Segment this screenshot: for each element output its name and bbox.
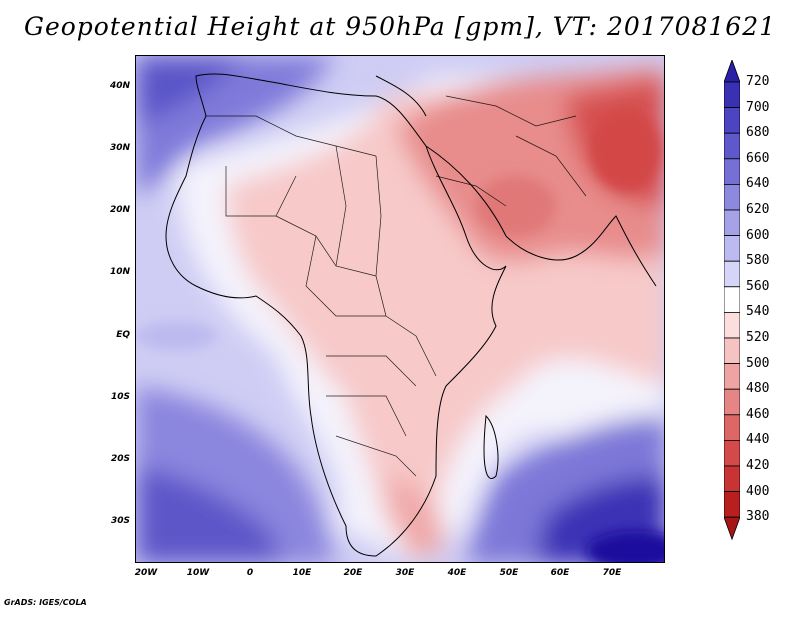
colorbar-tick-label: 620	[746, 202, 770, 217]
colorbar-swatch	[724, 260, 740, 288]
height-field	[136, 56, 664, 562]
lat-label: 40N	[109, 81, 130, 91]
colorbar-swatch	[724, 81, 740, 109]
colorbar-swatch	[724, 235, 740, 262]
lon-label: 20E	[343, 568, 363, 578]
coastlines	[165, 73, 657, 557]
colorbar-swatch	[724, 363, 740, 390]
lon-label: 40E	[447, 568, 467, 578]
colorbar-tick-label: 640	[746, 176, 770, 192]
colorbar-tick-label: 580	[746, 253, 770, 269]
credit-text: GrADS: IGES/COLA	[4, 598, 87, 607]
colorbar	[724, 60, 740, 541]
colorbar-tick-label: 600	[746, 227, 770, 243]
field-map	[136, 56, 664, 562]
lat-label: EQ	[116, 330, 130, 340]
colorbar-swatch	[724, 414, 740, 441]
colorbar-tick-label: 540	[746, 304, 770, 320]
colorbar-swatch	[724, 491, 740, 518]
colorbar-bottom-arrow	[724, 516, 740, 541]
lat-label: 20S	[110, 454, 130, 464]
map-panel	[135, 55, 665, 563]
colorbar-tick-label: 420	[746, 458, 770, 473]
colorbar-tick-label: 680	[746, 125, 770, 141]
lon-label: 10E	[292, 568, 312, 578]
colorbar-swatch	[724, 465, 740, 493]
colorbar-tick-label: 460	[746, 406, 770, 422]
lon-label: 20W	[134, 568, 158, 578]
lon-label: 0	[246, 568, 254, 578]
lon-label: 70E	[602, 568, 622, 578]
lon-label: 60E	[550, 568, 570, 578]
lat-label: 20N	[109, 205, 130, 215]
colorbar-swatch	[724, 158, 740, 185]
colorbar-swatch	[724, 311, 740, 339]
colorbar-tick-label: 400	[746, 483, 770, 499]
colorbar-tick-label: 660	[746, 150, 770, 166]
colorbar-tick-label: 480	[746, 381, 770, 397]
lat-label: 30S	[110, 516, 130, 526]
lat-label: 10S	[110, 392, 130, 402]
colorbar-swatch	[724, 209, 740, 237]
colorbar-tick-label: 560	[746, 278, 770, 294]
country-borders	[206, 95, 587, 477]
colorbar-swatch	[724, 107, 740, 134]
colorbar-tick-label: 700	[746, 99, 770, 115]
colorbar-tick-label: 380	[746, 509, 770, 525]
lat-label: 30N	[109, 143, 130, 153]
colorbar-swatch	[724, 286, 740, 313]
lon-label: 50E	[499, 568, 519, 578]
lat-label: 10N	[109, 267, 130, 277]
colorbar-swatch	[724, 388, 740, 416]
colorbar-tick-label: 440	[746, 432, 770, 448]
chart-title: Geopotential Height at 950hPa [gpm], VT:…	[23, 12, 777, 41]
lon-label: 30E	[395, 568, 415, 578]
colorbar-tick-label: 720	[746, 74, 770, 89]
colorbar-swatch	[724, 132, 740, 160]
colorbar-tick-label: 500	[746, 355, 770, 371]
colorbar-tick-label: 520	[746, 330, 770, 345]
height-field-detail	[136, 111, 664, 562]
colorbar-swatch	[724, 184, 740, 211]
colorbar-swatch	[724, 337, 740, 365]
colorbar-top-arrow	[724, 60, 740, 83]
colorbar-swatch	[724, 439, 740, 467]
lon-label: 10W	[186, 568, 210, 578]
